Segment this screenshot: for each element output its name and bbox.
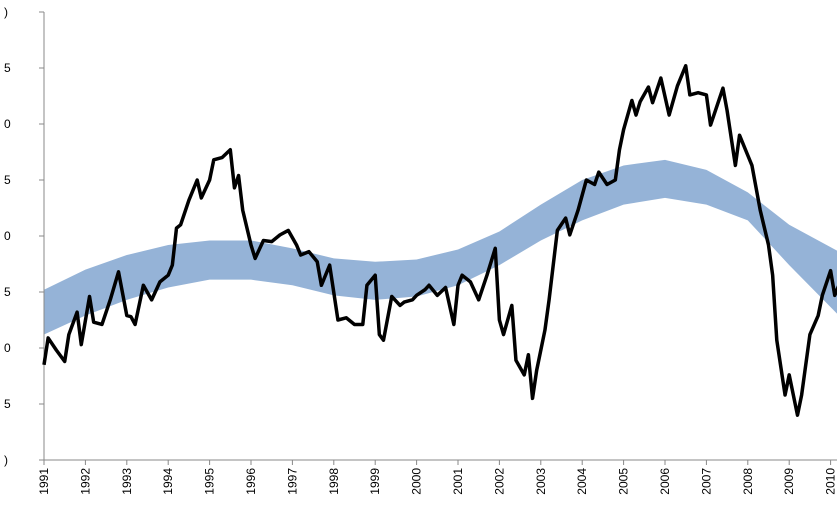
y-tick-label: 0 bbox=[4, 229, 11, 243]
x-tick-label: 1991 bbox=[37, 468, 51, 495]
x-tick-label: 1997 bbox=[285, 468, 299, 495]
y-tick-label: ) bbox=[4, 453, 8, 467]
band-area bbox=[44, 159, 837, 335]
x-tick-label: 2006 bbox=[658, 468, 672, 495]
x-tick-label: 1995 bbox=[203, 468, 217, 495]
y-tick-label: 5 bbox=[4, 173, 11, 187]
x-tick-label: 2004 bbox=[575, 468, 589, 495]
x-tick-label: 1999 bbox=[368, 468, 382, 495]
line bbox=[42, 64, 837, 417]
y-tick-label: ) bbox=[4, 5, 8, 19]
x-tick-label: 1998 bbox=[327, 468, 341, 495]
y-tick-label: 5 bbox=[4, 61, 11, 75]
y-tick-label: 5 bbox=[4, 397, 11, 411]
x-tick-label: 2000 bbox=[410, 468, 424, 495]
x-tick-label: 2003 bbox=[534, 468, 548, 495]
x-tick-label: 2008 bbox=[741, 468, 755, 495]
y-tick-label: 5 bbox=[4, 285, 11, 299]
x-tick-label: 1996 bbox=[244, 468, 258, 495]
x-tick-label: 2005 bbox=[617, 468, 631, 495]
y-tick-label: 0 bbox=[4, 341, 11, 355]
x-tick-label: 2009 bbox=[782, 468, 796, 495]
x-tick-label: 2010 bbox=[824, 468, 837, 495]
x-tick-label: 1993 bbox=[120, 468, 134, 495]
x-tick-label: 2002 bbox=[492, 468, 506, 495]
y-tick-label: 0 bbox=[4, 117, 11, 131]
x-tick-label: 2001 bbox=[451, 468, 465, 495]
x-tick-label: 1992 bbox=[78, 468, 92, 495]
x-tick-label: 1994 bbox=[161, 468, 175, 495]
x-tick-label: 2007 bbox=[699, 468, 713, 495]
